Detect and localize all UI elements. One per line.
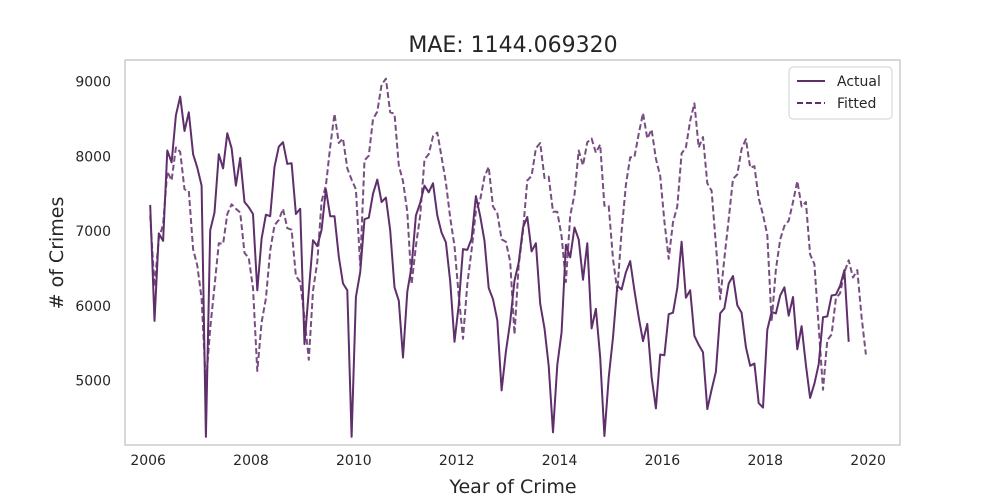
y-tick-label: 7000 [75,224,111,240]
y-axis-label: # of Crimes [46,197,68,310]
y-tick-label: 8000 [75,149,111,165]
chart-title: MAE: 1144.069320 [408,33,617,58]
legend: Actual Fitted [788,66,893,120]
y-tick-label: 5000 [75,374,111,390]
series-line-actual [149,95,850,438]
y-tick-label: 9000 [75,75,111,91]
x-tick-label: 2008 [233,453,269,469]
plot-area [124,59,901,446]
series-line-fitted [149,77,867,391]
x-tick-label: 2014 [542,453,578,469]
x-tick-label: 2012 [439,453,475,469]
legend-label-actual: Actual [837,74,881,90]
x-tick-label: 2020 [850,453,886,469]
x-tick-label: 2006 [130,453,166,469]
y-tick-label: 6000 [75,299,111,315]
x-tick-label: 2016 [645,453,681,469]
legend-label-fitted: Fitted [837,96,876,112]
x-axis-label: Year of Crime [448,476,576,498]
x-tick-label: 2018 [747,453,783,469]
x-tick-label: 2010 [336,453,372,469]
